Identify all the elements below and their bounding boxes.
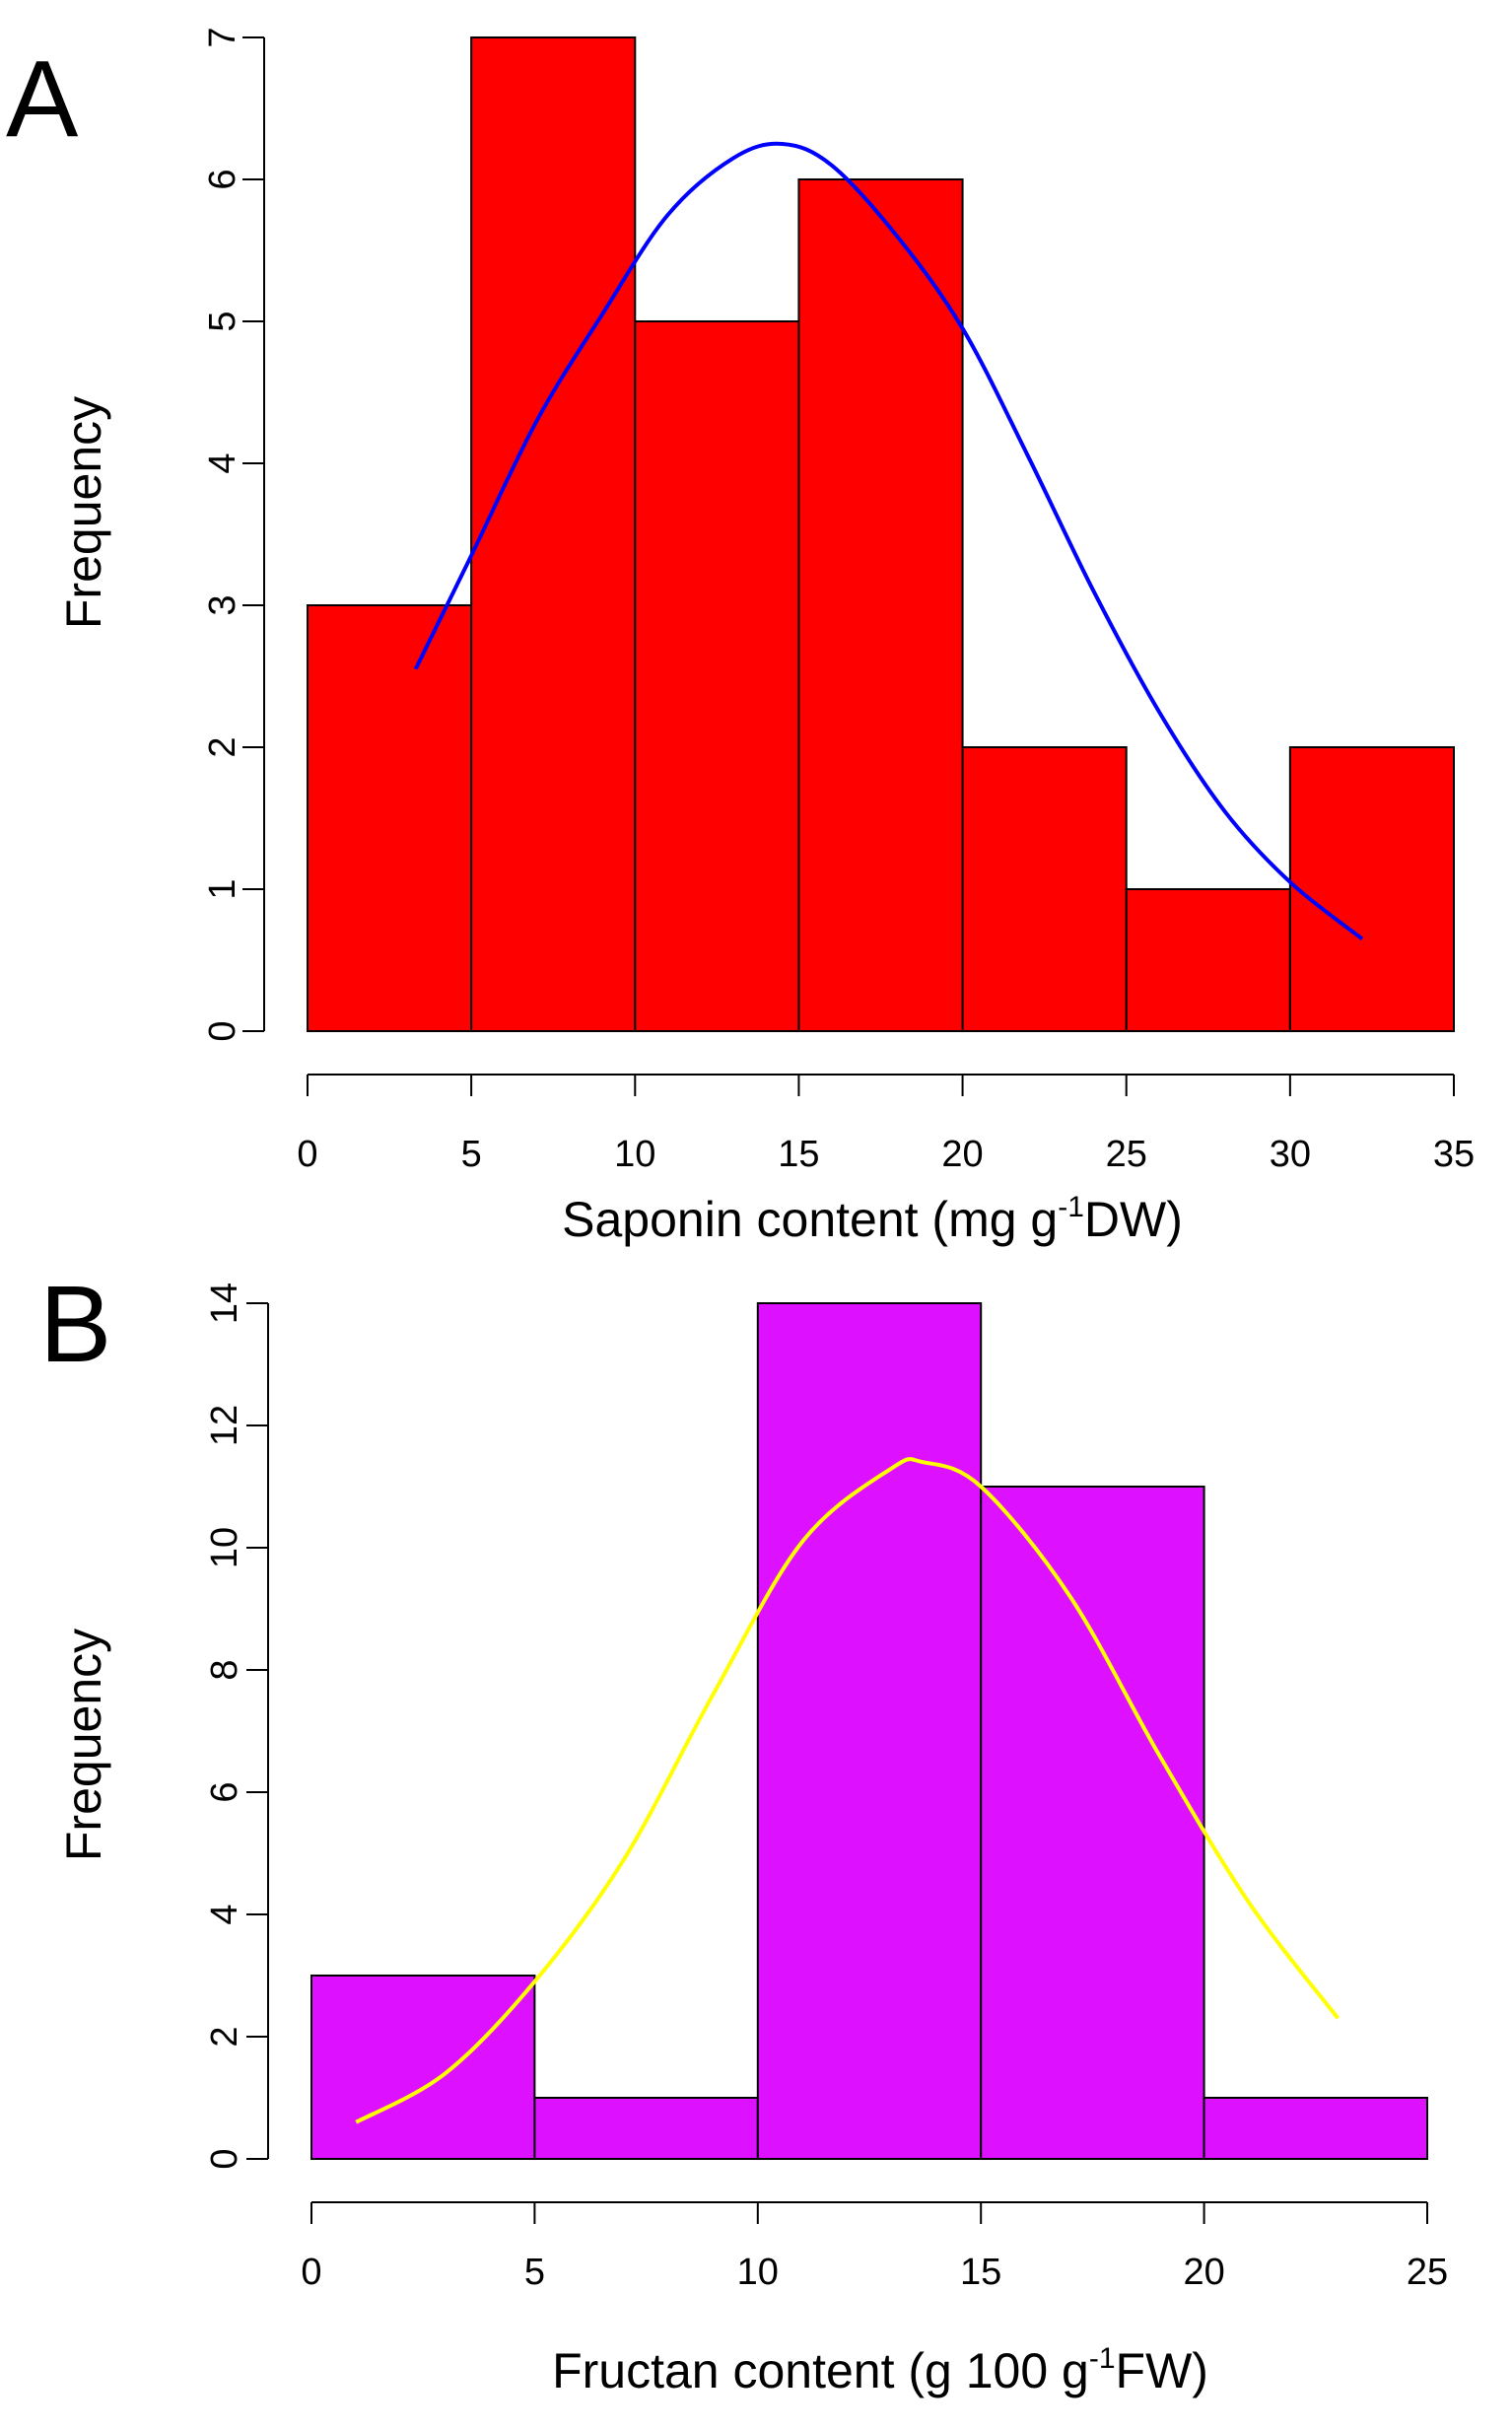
x-axis-title-a-main: Saponin content (mg g [562,1192,1058,1247]
y-tick-label-a-6: 6 [202,169,243,189]
x-tick-label-a-2: 10 [614,1134,655,1175]
bar-b-4 [1203,2097,1428,2160]
x-tick-label-b-3: 15 [960,2252,1001,2293]
y-axis-title-a: Frequency [56,396,111,629]
y-tick-label-a-2: 2 [202,736,243,757]
x-axis-title-a-tail: DW) [1084,1192,1183,1247]
y-tick-label-b-5: 10 [204,1527,245,1568]
y-tick-label-b-4: 8 [204,1659,245,1680]
bar-a-1 [470,36,637,1032]
x-tick-label-a-4: 20 [941,1134,983,1175]
bar-a-3 [797,178,964,1032]
y-axis-b: 0 2 4 6 8 10 12 14 [204,1283,269,2170]
x-tick-label-a-6: 30 [1270,1134,1311,1175]
x-tick-label-b-2: 10 [737,2252,779,2293]
x-tick-label-a-5: 25 [1106,1134,1147,1175]
panel-label-a: A [6,38,79,160]
density-curve-a [413,141,1364,940]
bar-a-2 [634,320,800,1032]
x-tick-label-b-1: 5 [524,2252,545,2293]
x-axis-a: 0 5 10 15 20 25 30 35 [297,1074,1475,1175]
y-tick-label-a-4: 4 [202,452,243,473]
y-axis-a: 0 1 2 3 4 5 6 7 [202,27,265,1042]
y-tick-label-b-6: 12 [204,1405,245,1446]
histogram-bars-a [307,36,1456,1032]
histogram-bars-b [310,1302,1428,2160]
y-tick-label-b-3: 6 [204,1781,245,1802]
bar-a-6 [1288,746,1456,1032]
y-axis-title-b: Frequency [56,1629,111,1861]
bar-a-5 [1125,888,1291,1032]
x-axis-title-b-tail: FW) [1116,2343,1208,2398]
y-tick-label-a-7: 7 [202,27,243,47]
y-tick-label-a-1: 1 [202,878,243,899]
bar-a-4 [961,746,1128,1032]
x-axis-title-b-main: Fructan content (g 100 g [552,2343,1089,2398]
x-axis-title-b-sup: -1 [1089,2342,1116,2375]
x-tick-label-b-4: 20 [1183,2252,1224,2293]
bar-b-0 [310,1975,536,2160]
y-tick-label-a-0: 0 [202,1020,243,1041]
x-tick-label-a-3: 15 [778,1134,819,1175]
x-tick-label-a-1: 5 [461,1134,482,1175]
bar-b-1 [533,2097,759,2160]
x-tick-label-b-0: 0 [301,2252,321,2293]
bar-a-0 [307,604,473,1032]
y-tick-label-b-0: 0 [204,2148,245,2169]
density-curve-b [355,1457,1340,2124]
panel-label-b: B [39,1264,111,1385]
x-axis-title-a-sup: -1 [1058,1191,1084,1223]
x-axis-title-a: Saponin content (mg g-1DW) [562,1191,1183,1247]
density-curve-line-b [355,1457,1340,2124]
x-tick-label-a-7: 35 [1433,1134,1475,1175]
bar-b-2 [756,1302,983,2160]
y-tick-label-b-7: 14 [204,1283,245,1324]
y-tick-label-a-3: 3 [202,594,243,615]
bar-b-3 [980,1486,1205,2160]
x-tick-label-a-0: 0 [297,1134,317,1175]
x-tick-label-b-5: 25 [1407,2252,1448,2293]
y-tick-label-b-1: 2 [204,2026,245,2047]
panel-a: A 0 1 2 3 4 5 6 7 0 5 10 15 20 25 30 35 Frequency Sapo… [6,27,1475,1247]
y-tick-label-a-5: 5 [202,311,243,331]
x-axis-b: 0 5 10 15 20 25 [301,2201,1448,2293]
density-curve-line-a [413,141,1364,940]
y-tick-label-b-2: 4 [204,1904,245,1924]
panel-b: B 0 2 4 6 8 10 12 14 0 5 10 15 20 25 Frequency Fruct… [39,1264,1448,2398]
x-axis-title-b: Fructan content (g 100 g-1FW) [552,2342,1208,2398]
